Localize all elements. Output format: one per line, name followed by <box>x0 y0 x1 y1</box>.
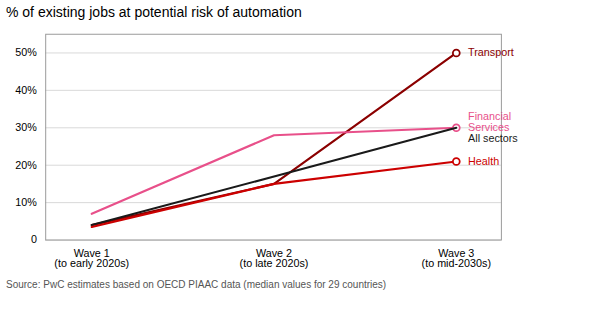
svg-text:10%: 10% <box>15 196 37 208</box>
svg-text:0: 0 <box>31 233 37 245</box>
svg-text:All sectors: All sectors <box>468 132 518 144</box>
svg-text:30%: 30% <box>15 121 37 133</box>
svg-text:20%: 20% <box>15 159 37 171</box>
svg-text:Wave 1(to early 2020s): Wave 1(to early 2020s) <box>54 247 129 270</box>
svg-text:Wave 3(to mid-2030s): Wave 3(to mid-2030s) <box>422 247 491 270</box>
svg-text:Health: Health <box>468 155 499 167</box>
svg-text:Transport: Transport <box>468 46 514 58</box>
svg-text:Wave 2(to late 2020s): Wave 2(to late 2020s) <box>240 247 309 270</box>
svg-text:FinancialServices: FinancialServices <box>468 110 511 133</box>
html-text:Source: PwC estimates based on: Source: PwC estimates based on OECD PIAA… <box>6 278 387 290</box>
html-text:% of existing jobs at potentia: % of existing jobs at potential risk of … <box>6 4 302 20</box>
svg-text:40%: 40% <box>15 84 37 96</box>
svg-text:50%: 50% <box>15 46 37 58</box>
